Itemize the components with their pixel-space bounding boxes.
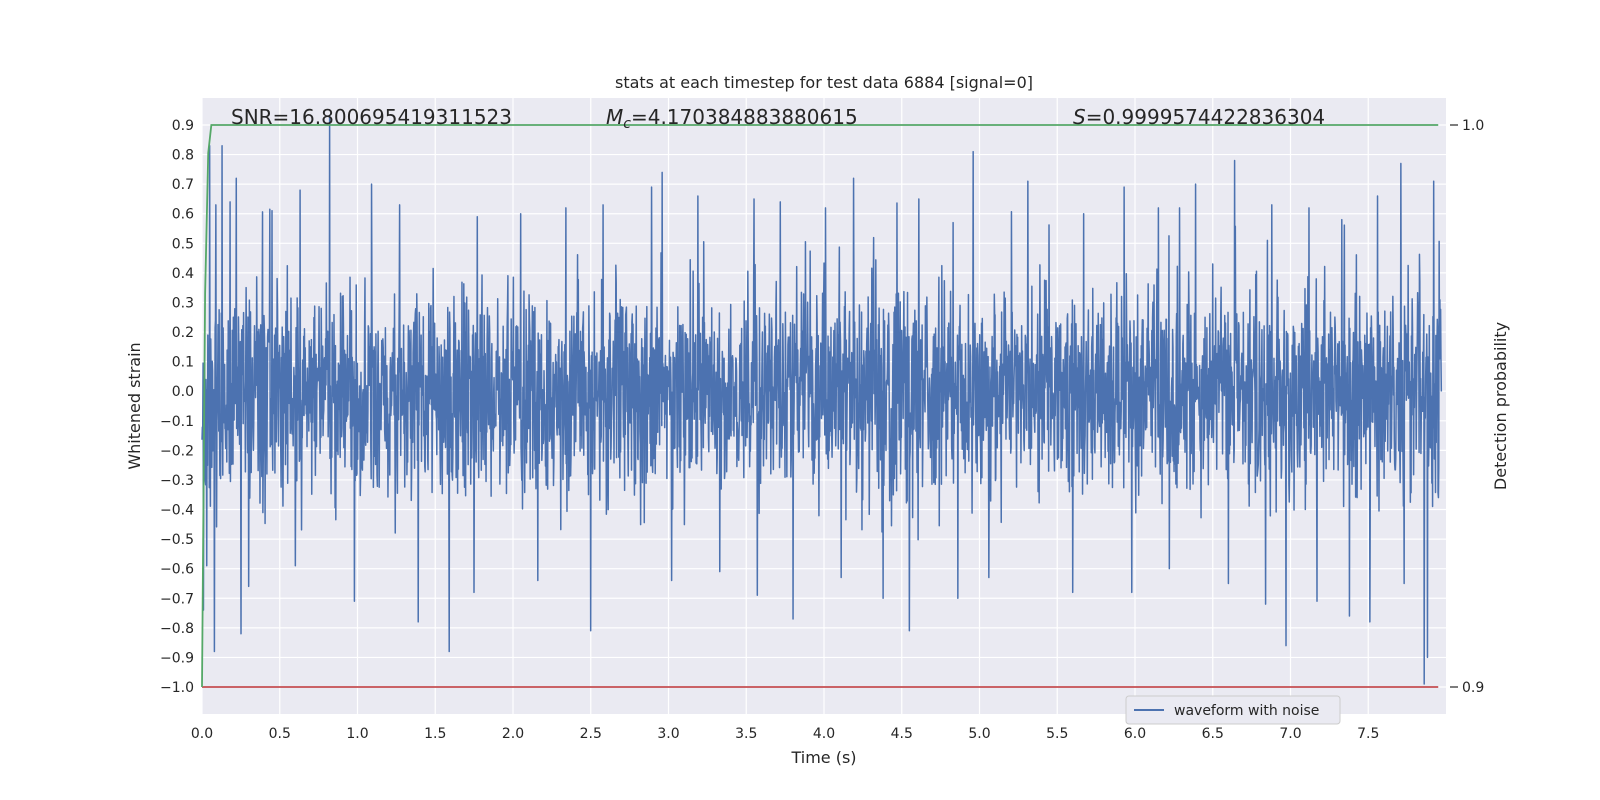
x-tick-label: 6.0 — [1124, 726, 1146, 742]
s-value: =0.9999574422836304 — [1086, 105, 1325, 129]
y-tick-label: 0.0 — [172, 384, 194, 400]
legend: waveform with noise — [1125, 695, 1341, 725]
x-tick-label: 2.5 — [580, 726, 602, 742]
y-tick-label: 0.6 — [172, 207, 194, 223]
x-tick-label: 5.5 — [1046, 726, 1068, 742]
y-tick-label: 0.9 — [172, 118, 194, 134]
y-tick-label: −0.9 — [160, 650, 194, 666]
x-tick-label: 1.5 — [424, 726, 446, 742]
y-tick-label: −0.8 — [160, 621, 194, 637]
y-tick-label: 0.5 — [172, 236, 194, 252]
x-tick-label: 2.0 — [502, 726, 524, 742]
y-axis: 0.9 0.8 0.7 0.6 0.5 0.4 0.3 0.2 0.1 0.0 −0.1 −0.2 −0… — [160, 118, 194, 696]
x-tick-label: 0.5 — [269, 726, 291, 742]
x-tick-label: 4.0 — [813, 726, 835, 742]
y-axis-label: Whitened strain — [125, 342, 144, 469]
chart-title: stats at each timestep for test data 688… — [615, 73, 1033, 92]
x-tick-label: 7.0 — [1279, 726, 1301, 742]
series-detection-probability — [201, 124, 1439, 688]
legend-box — [1125, 695, 1341, 725]
y-tick-label: 0.1 — [172, 355, 194, 371]
x-tick-label: 0.0 — [191, 726, 213, 742]
y-tick-label: 0.2 — [172, 325, 194, 341]
series-waveform-with-noise — [201, 115, 1443, 685]
y-tick-label: 0.3 — [172, 295, 194, 311]
y2-axis: 1.0 0.9 — [1450, 118, 1484, 696]
y-tick-label: −0.1 — [160, 414, 194, 430]
mc-subscript: c — [623, 116, 631, 132]
y-tick-label: −0.7 — [160, 591, 194, 607]
y2-axis-label: Detection probability — [1491, 322, 1510, 490]
y-tick-label: −0.2 — [160, 443, 194, 459]
snr-annotation: SNR=16.800695419311523 — [231, 105, 512, 129]
x-tick-label: 1.0 — [346, 726, 368, 742]
y-tick-label: 0.7 — [172, 177, 194, 193]
x-tick-label: 5.0 — [968, 726, 990, 742]
y-tick-label: −0.5 — [160, 532, 194, 548]
chirp-mass-annotation: Mc=4.170384883880615 — [606, 105, 858, 132]
y2-tick-label: 1.0 — [1462, 118, 1484, 134]
s-annotation: S=0.9999574422836304 — [1073, 105, 1325, 129]
mc-value: =4.170384883880615 — [631, 105, 858, 129]
x-tick-label: 4.5 — [891, 726, 913, 742]
y-tick-label: −1.0 — [160, 680, 194, 696]
s-symbol: S — [1073, 105, 1086, 129]
x-tick-label: 7.5 — [1357, 726, 1379, 742]
y-tick-label: −0.3 — [160, 473, 194, 489]
y-tick-label: −0.6 — [160, 562, 194, 578]
y-tick-label: −0.4 — [160, 503, 194, 519]
y-tick-label: 0.8 — [172, 148, 194, 164]
x-tick-label: 3.5 — [735, 726, 757, 742]
x-axis-label: Time (s) — [790, 748, 856, 767]
legend-label: waveform with noise — [1174, 703, 1319, 719]
x-axis: 0.0 0.5 1.0 1.5 2.0 2.5 3.0 3.5 4.0 4.5 5.0 5.5 6.0 6… — [191, 726, 1380, 742]
y-tick-label: 0.4 — [172, 266, 194, 282]
x-tick-label: 6.5 — [1202, 726, 1224, 742]
y2-tick-label: 0.9 — [1462, 680, 1484, 696]
x-tick-label: 3.0 — [657, 726, 679, 742]
mc-symbol: M — [606, 105, 623, 129]
